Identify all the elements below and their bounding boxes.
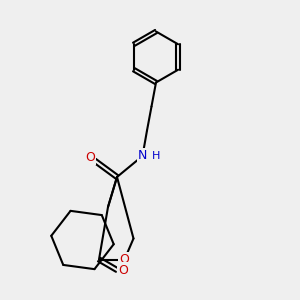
Text: O: O (120, 253, 129, 266)
Text: N: N (138, 149, 147, 163)
Text: O: O (118, 263, 128, 277)
Text: H: H (152, 151, 160, 161)
Text: O: O (85, 151, 95, 164)
